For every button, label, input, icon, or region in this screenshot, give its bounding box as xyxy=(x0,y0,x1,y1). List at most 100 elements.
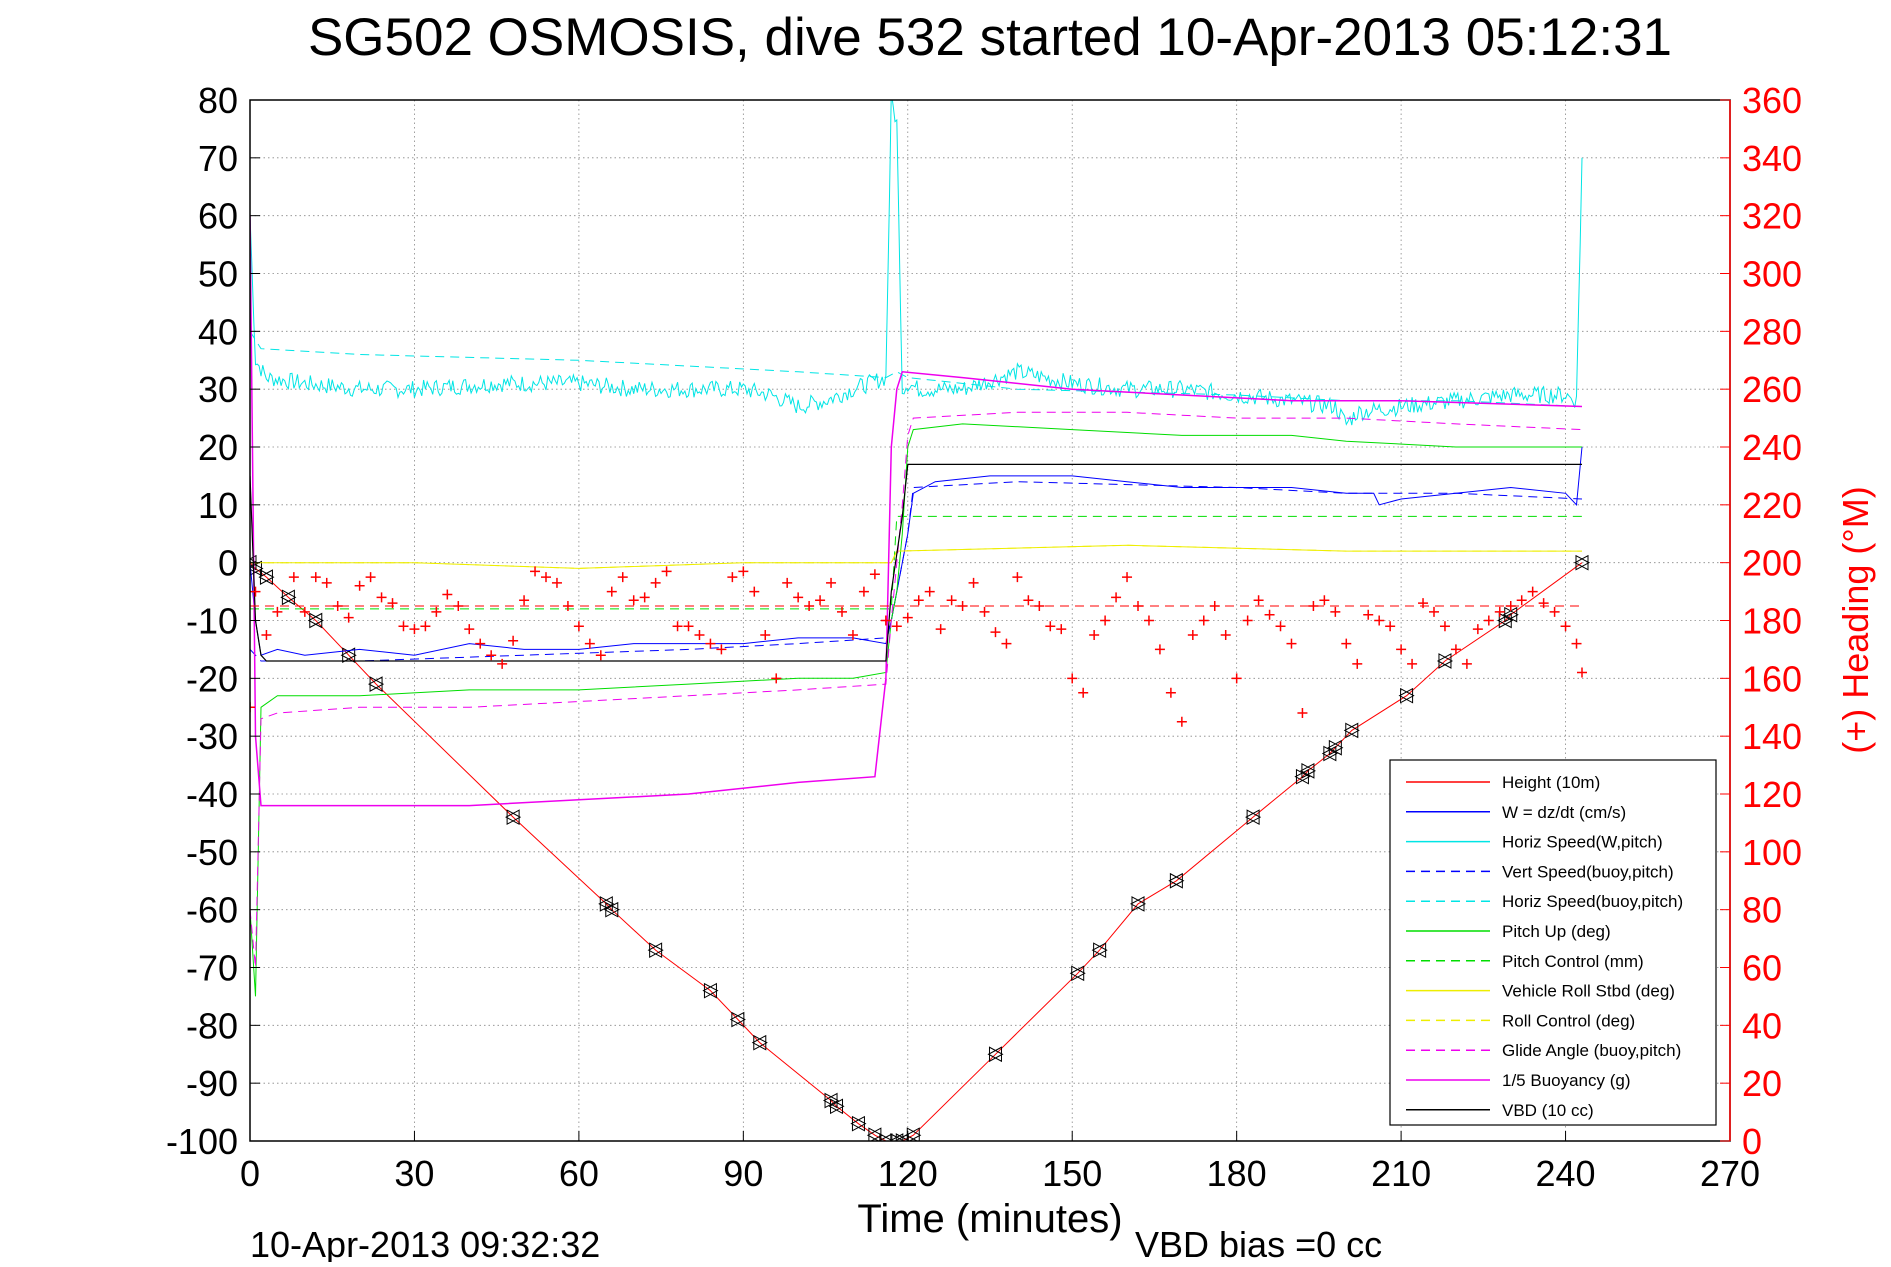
heading-point xyxy=(1045,621,1056,632)
heading-point xyxy=(1034,601,1045,612)
height-marker xyxy=(1436,653,1452,669)
y-left-tick-label: -20 xyxy=(186,658,238,699)
heading-point xyxy=(1209,601,1220,612)
heading-point xyxy=(354,580,365,591)
y-right-tick-label: 100 xyxy=(1742,832,1802,873)
heading-point xyxy=(1571,638,1582,649)
height-marker xyxy=(603,901,619,918)
heading-point xyxy=(365,572,376,583)
heading-point xyxy=(1198,615,1209,626)
heading-point xyxy=(650,577,661,588)
heading-point xyxy=(1176,716,1187,727)
heading-point xyxy=(1154,644,1165,655)
heading-point xyxy=(782,577,793,588)
legend: Height (10m) W = dz/dt (cm/s) Horiz Speed(… xyxy=(1389,759,1717,1126)
x-tick-label: 150 xyxy=(1042,1153,1102,1194)
height-marker xyxy=(1299,763,1315,779)
series-pitch_control xyxy=(250,515,1582,610)
heading-point xyxy=(1439,621,1450,632)
y-left-tick-label: 60 xyxy=(198,196,238,237)
height-markers xyxy=(250,554,1591,1141)
x-tick-label: 120 xyxy=(878,1153,938,1194)
y-left-tick-label: 70 xyxy=(198,138,238,179)
heading-point xyxy=(1187,629,1198,640)
heading-point xyxy=(420,621,431,632)
legend-label: Glide Angle (buoy,pitch) xyxy=(1502,1041,1681,1060)
y-right-tick-label: 320 xyxy=(1742,196,1802,237)
footer-vbd-bias: VBD bias =0 cc xyxy=(1135,1224,1382,1262)
height-marker xyxy=(850,1115,865,1132)
footer-timestamp: 10-Apr-2013 09:32:32 xyxy=(250,1224,600,1262)
heading-point xyxy=(1450,644,1461,655)
height-marker xyxy=(1069,965,1085,982)
heading-point xyxy=(1100,615,1111,626)
height-marker xyxy=(1398,687,1414,704)
heading-point xyxy=(1286,638,1297,649)
height-marker xyxy=(1327,739,1342,756)
y-right-tick-label: 120 xyxy=(1742,774,1802,815)
height-marker xyxy=(828,1098,844,1115)
heading-point xyxy=(661,566,672,577)
y-axis-left-ticks: 80 70 60 50 40 30 20 10 0 -10 -20 -30 -40 -50 -60 -70 -8… xyxy=(166,80,260,1162)
heading-point xyxy=(1363,609,1374,620)
y-right-tick-label: 20 xyxy=(1742,1063,1782,1104)
heading-point xyxy=(310,572,321,583)
y-axis-right-label: (+) Heading (°M) xyxy=(1835,486,1876,753)
y-left-tick-label: 20 xyxy=(198,427,238,468)
heading-point xyxy=(261,629,272,640)
heading-point xyxy=(1330,606,1341,617)
heading-point xyxy=(464,624,475,635)
heading-point xyxy=(497,658,508,669)
heading-point xyxy=(826,577,837,588)
y-left-tick-label: -90 xyxy=(186,1063,238,1104)
heading-point xyxy=(442,589,453,600)
height-marker xyxy=(894,1133,909,1141)
heading-point xyxy=(1122,572,1133,583)
chart-title: SG502 OSMOSIS, dive 532 started 10-Apr-2… xyxy=(308,8,1672,67)
height-marker xyxy=(702,982,717,999)
height-marker xyxy=(340,647,356,664)
height-marker xyxy=(1245,809,1260,825)
height-marker xyxy=(1343,722,1359,739)
heading-point xyxy=(387,598,398,609)
heading-point xyxy=(1297,708,1308,719)
legend-label: Height (10m) xyxy=(1502,773,1600,792)
heading-point xyxy=(727,572,738,583)
heading-point xyxy=(639,592,650,603)
heading-point xyxy=(1494,606,1505,617)
heading-point xyxy=(573,621,584,632)
height-marker xyxy=(1168,872,1183,889)
y-right-tick-label: 260 xyxy=(1742,369,1802,410)
heading-point xyxy=(1549,606,1560,617)
heading-point xyxy=(299,606,310,617)
heading-point xyxy=(1133,601,1143,612)
heading-point xyxy=(1308,601,1319,612)
heading-point xyxy=(628,595,639,606)
heading-point xyxy=(990,627,1001,638)
heading-point xyxy=(815,595,826,606)
heading-point xyxy=(1341,638,1352,649)
heading-point xyxy=(250,586,261,597)
y-left-tick-label: -30 xyxy=(186,716,238,757)
heading-point xyxy=(584,638,595,649)
heading-point xyxy=(837,606,847,617)
legend-label: VBD (10 cc) xyxy=(1502,1101,1594,1120)
y-left-tick-label: -60 xyxy=(186,890,238,931)
y-left-tick-label: 30 xyxy=(198,369,238,410)
heading-point xyxy=(804,601,815,612)
heading-point xyxy=(683,621,694,632)
y-left-tick-label: 80 xyxy=(198,80,238,121)
heading-point xyxy=(288,572,299,583)
heading-point xyxy=(1111,592,1122,603)
heading-point xyxy=(1352,658,1363,669)
heading-point xyxy=(376,592,387,603)
legend-label: Pitch Control (mm) xyxy=(1502,952,1644,971)
height-marker xyxy=(866,1127,882,1141)
y-right-tick-label: 40 xyxy=(1742,1005,1782,1046)
heading-point xyxy=(694,629,705,640)
x-tick-label: 270 xyxy=(1700,1153,1760,1194)
y-right-tick-label: 140 xyxy=(1742,716,1802,757)
legend-label: Vert Speed(buoy,pitch) xyxy=(1502,862,1674,881)
